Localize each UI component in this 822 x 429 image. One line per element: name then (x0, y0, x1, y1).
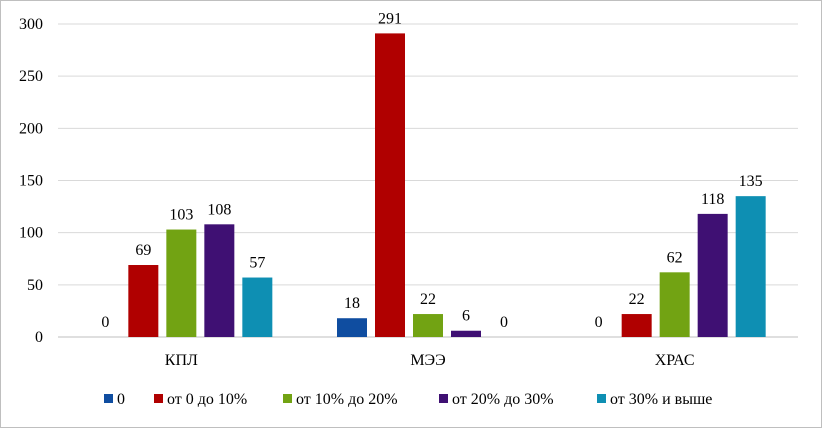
data-label-МЭЭ-от 20% до 30%: 6 (462, 308, 470, 325)
data-label-МЭЭ-от 30% и выше: 0 (500, 314, 508, 331)
data-label-КПЛ-от 30% и выше: 57 (249, 255, 265, 272)
bar-МЭЭ-от 20% до 30% (451, 330, 481, 337)
legend-label-1: от 0 до 10% (167, 391, 247, 408)
bar-МЭЭ-0 (337, 318, 367, 337)
y-tick-label-150: 150 (19, 173, 43, 190)
bar-КПЛ-от 0 до 10% (128, 265, 159, 337)
legend-label-2: от 10% до 20% (296, 391, 398, 408)
y-tick-label-0: 0 (35, 329, 43, 346)
legend-label-0: 0 (117, 391, 125, 408)
x-category-label-2: ХРАС (655, 352, 695, 369)
bar-ХРАС-от 30% и выше (735, 196, 766, 337)
y-axis-ticks: 0 50 100 150 200 250 300 (19, 16, 43, 346)
data-label-ХРАС-от 10% до 20%: 62 (667, 249, 683, 266)
data-label-МЭЭ-от 10% до 20%: 22 (420, 291, 436, 308)
y-tick-label-250: 250 (19, 68, 43, 85)
data-label-КПЛ-от 10% до 20%: 103 (169, 207, 193, 224)
y-tick-label-200: 200 (19, 120, 43, 137)
legend-label-3: от 20% до 30% (452, 391, 554, 408)
data-label-КПЛ-от 20% до 30%: 108 (207, 201, 231, 218)
y-tick-label-100: 100 (19, 225, 43, 242)
bar-ХРАС-от 0 до 10% (621, 314, 652, 337)
x-axis-categories: КПЛ МЭЭ ХРАС (165, 352, 695, 369)
x-category-label-1: МЭЭ (410, 352, 445, 369)
legend-swatch-4 (597, 394, 606, 403)
data-label-ХРАС-от 20% до 30%: 118 (701, 191, 724, 208)
legend-swatch-1 (154, 394, 163, 403)
legend-swatch-3 (439, 394, 448, 403)
data-label-ХРАС-0: 0 (595, 314, 603, 331)
data-label-МЭЭ-от 0 до 10%: 291 (378, 10, 402, 27)
legend-label-4: от 30% и выше (610, 391, 712, 408)
legend-swatch-2 (283, 394, 292, 403)
legend-swatch-0 (104, 394, 113, 403)
data-label-КПЛ-0: 0 (101, 314, 109, 331)
data-label-МЭЭ-0: 18 (344, 295, 360, 312)
bar-КПЛ-от 10% до 20% (166, 229, 197, 337)
data-label-ХРАС-от 30% и выше: 135 (739, 173, 763, 190)
bars (128, 33, 766, 337)
data-label-КПЛ-от 0 до 10%: 69 (135, 242, 151, 259)
legend: 0 от 0 до 10% от 10% до 20% от 20% до 30% от… (104, 391, 712, 408)
data-label-ХРАС-от 0 до 10%: 22 (629, 291, 645, 308)
bar-МЭЭ-от 10% до 20% (413, 314, 443, 337)
bar-ХРАС-от 20% до 30% (697, 213, 728, 337)
x-category-label-0: КПЛ (165, 352, 198, 369)
y-tick-label-50: 50 (27, 277, 43, 294)
bar-КПЛ-от 30% и выше (242, 277, 273, 337)
data-labels: 0 69 103 108 57 18 291 22 6 0 0 22 62 118 135 (101, 10, 762, 331)
y-tick-label-300: 300 (19, 16, 43, 33)
bar-ХРАС-от 10% до 20% (659, 272, 690, 337)
bar-МЭЭ-от 0 до 10% (375, 33, 405, 337)
bar-КПЛ-от 20% до 30% (204, 224, 235, 337)
